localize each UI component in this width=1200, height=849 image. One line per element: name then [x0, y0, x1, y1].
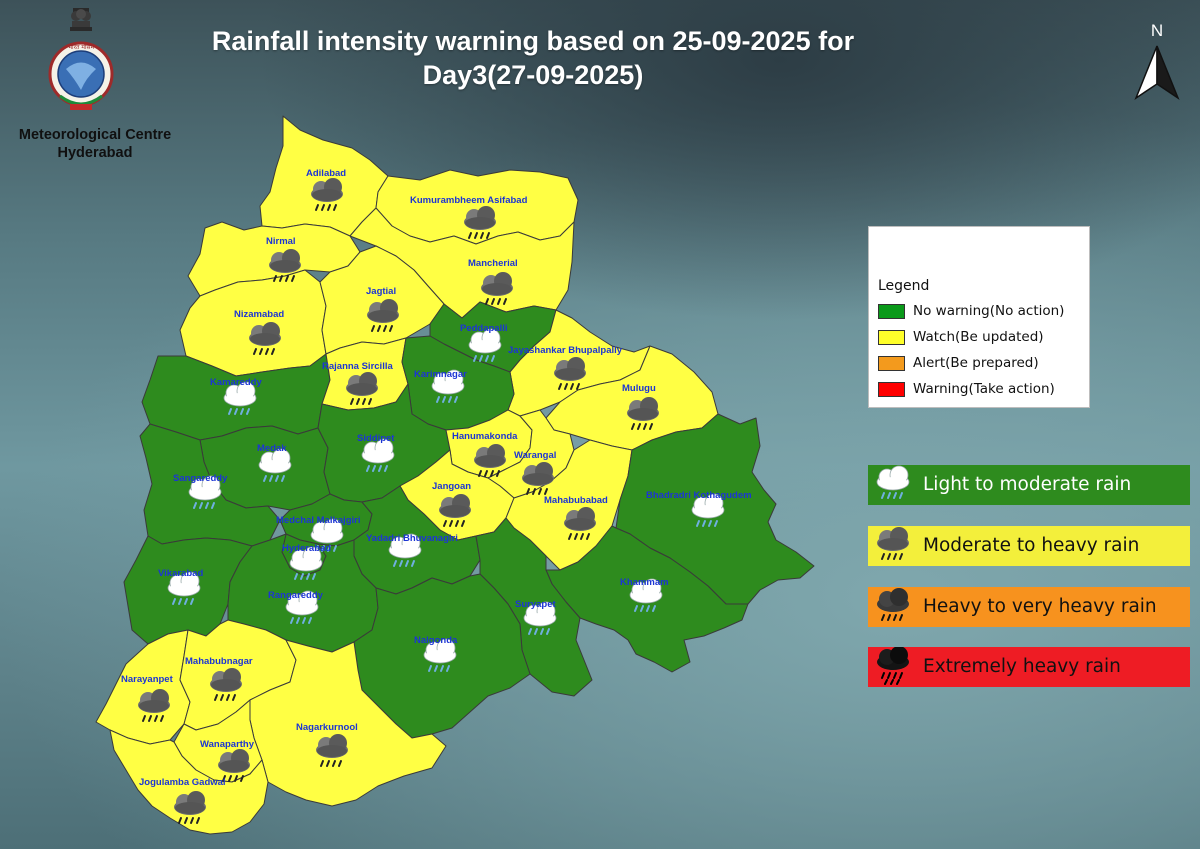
organization-line-2: Hyderabad	[57, 145, 133, 161]
district-label-adilabad: Adilabad	[306, 168, 346, 179]
district-label-medchal-malkajgiri: Medchal Malkajgiri	[276, 515, 360, 526]
district-label-yadadri-bhuvanagiri: Yadadri Bhuvanagiri	[366, 533, 458, 544]
rain-category-extreme-label: Extremely heavy rain	[923, 656, 1121, 677]
legend-swatch-alert	[878, 356, 905, 371]
legend-swatch-warning	[878, 382, 905, 397]
rain-category-moderate-label: Moderate to heavy rain	[923, 535, 1140, 556]
district-label-mulugu: Mulugu	[622, 383, 656, 394]
district-label-nirmal: Nirmal	[266, 236, 296, 247]
district-label-hyderabad: Hyderabad	[282, 543, 331, 554]
district-label-peddapalli: Peddapalli	[460, 323, 508, 334]
district-narayanpet	[95, 629, 191, 745]
district-label-narayanpet: Narayanpet	[121, 674, 174, 685]
national-emblem-icon	[70, 8, 92, 31]
district-label-sangareddy: Sangareddy	[173, 473, 228, 484]
district-label-rajanna-sircilla: Rajanna Sircilla	[322, 361, 393, 372]
organization-line-1: Meteorological Centre	[18, 127, 172, 143]
heavy-rain-cloud-icon	[876, 587, 910, 621]
district-label-kamareddy: Kamareddy	[210, 377, 262, 388]
legend-label-watch: Watch(Be updated)	[913, 329, 1044, 345]
legend-label-alert: Alert(Be prepared)	[913, 355, 1039, 371]
district-label-jangoan: Jangoan	[432, 481, 471, 492]
legend-label-no-warning: No warning(No action)	[913, 303, 1065, 319]
district-label-warangal: Warangal	[514, 450, 556, 461]
district-label-nalgonda: Nalgonda	[414, 635, 458, 646]
district-label-kumurambheem-asifabad: Kumurambheem Asifabad	[410, 195, 528, 206]
district-label-vikarabad: Vikarabad	[158, 568, 203, 579]
district-label-nagarkurnool: Nagarkurnool	[296, 722, 358, 733]
map-title: Rainfall intensity warning based on 25-0…	[200, 24, 866, 92]
rain-category-heavy-label: Heavy to very heavy rain	[923, 596, 1157, 617]
district-label-jayashankar-bhupalpally: Jayashankar Bhupalpally	[508, 345, 623, 356]
district-jogulamba-gadwal	[109, 729, 269, 835]
light-rain-cloud-icon	[876, 465, 910, 499]
moderate-rain-cloud-icon	[876, 526, 910, 560]
district-label-jogulamba-gadwal: Jogulamba Gadwal	[139, 777, 226, 788]
district-label-karimnagar: Karimnagar	[414, 369, 467, 380]
district-label-bhadradri-kothagudem: Bhadradri Kothagudem	[646, 490, 752, 501]
imd-logo-icon: भारत मौसम	[48, 41, 114, 110]
emblem-logo: भारत मौसम	[48, 8, 114, 110]
legend-title: Legend	[878, 278, 930, 294]
district-label-hanumakonda: Hanumakonda	[452, 431, 518, 442]
legend-box: Legend No warning(No action) Watch(Be up…	[868, 226, 1090, 408]
district-label-mancherial: Mancherial	[468, 258, 518, 269]
organization-name: Meteorological Centre Hyderabad	[0, 126, 190, 162]
rain-category-light-label: Light to moderate rain	[923, 474, 1132, 495]
svg-text:भारत मौसम: भारत मौसम	[68, 43, 95, 51]
district-label-khammam: Khammam	[620, 577, 669, 588]
north-arrow-icon: N	[1134, 21, 1180, 100]
district-label-mahabubabad: Mahabubabad	[544, 495, 608, 506]
district-label-nizamabad: Nizamabad	[234, 309, 284, 320]
district-label-suryapet: Suryapet	[515, 599, 556, 610]
district-label-rangareddy: Rangareddy	[268, 590, 324, 601]
district-label-siddipet: Siddipet	[357, 433, 395, 444]
legend-swatch-watch	[878, 330, 905, 345]
rain-category-extreme: Extremely heavy rain	[868, 647, 1190, 687]
rain-category-light: Light to moderate rain	[868, 465, 1190, 505]
legend-swatch-no-warning	[878, 304, 905, 319]
district-label-wanaparthy: Wanaparthy	[200, 739, 255, 750]
map-title-line-1: Rainfall intensity warning based on 25-0…	[211, 26, 855, 56]
district-label-mahabubnagar: Mahabubnagar	[185, 656, 253, 667]
district-label-medak: Medak	[257, 443, 287, 454]
rain-category-heavy: Heavy to very heavy rain	[868, 587, 1190, 627]
north-label: N	[1151, 21, 1163, 40]
map-title-line-2: Day3(27-09-2025)	[422, 60, 644, 90]
legend-label-warning: Warning(Take action)	[913, 381, 1055, 397]
extreme-rain-cloud-icon	[876, 647, 910, 685]
district-label-jagtial: Jagtial	[366, 286, 396, 297]
rain-category-moderate: Moderate to heavy rain	[868, 526, 1190, 566]
